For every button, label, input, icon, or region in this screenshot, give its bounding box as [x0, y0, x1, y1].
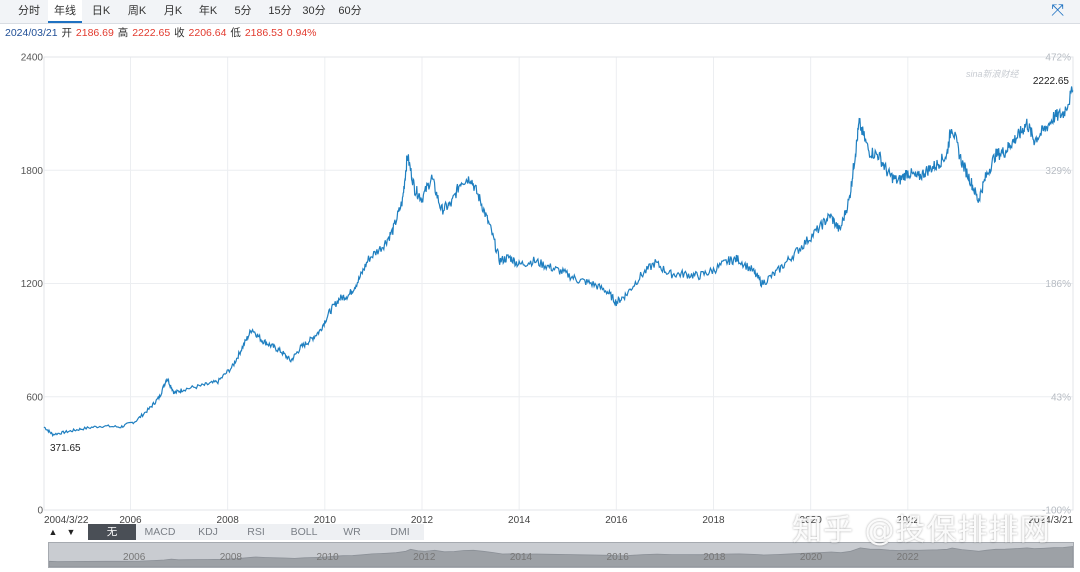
scroll-down-icon[interactable]: ▼ — [62, 524, 80, 540]
x-tick-label: 2008 — [217, 515, 240, 524]
x-start-label: 2004/3/22 — [44, 515, 89, 524]
scroll-up-icon[interactable]: ▲ — [44, 524, 62, 540]
percent-axis: -100% 43% 186% 329% 472% — [1042, 53, 1071, 517]
chart-grid — [43, 56, 1074, 511]
percent-tick-label: 43% — [1051, 392, 1071, 403]
low-label: 低 — [230, 27, 241, 39]
data-labels: 371.65 2222.65 — [50, 76, 1069, 454]
indicator-boll-button[interactable]: BOLL — [280, 524, 329, 540]
y-tick-label: 600 — [26, 392, 43, 403]
tab-60min[interactable]: 60分 — [338, 5, 362, 17]
open-label: 开 — [61, 27, 72, 39]
percent-tick-label: 472% — [1045, 53, 1071, 64]
series-group — [43, 86, 1074, 438]
low-value: 2186.53 — [244, 27, 283, 39]
x-end-label: 2024/3/21 — [1029, 515, 1074, 524]
percent-tick-label: 186% — [1045, 279, 1071, 290]
quote-info-bar: 2024/03/21 开 2186.69 高 2222.65 收 2206.64… — [0, 25, 318, 41]
period-tab-bar: 分时 年线 日K 周K 月K 年K 5分 15分 30分 60分 ⤧ — [0, 0, 1080, 24]
range-navigator[interactable] — [48, 542, 1074, 568]
indicator-none-button[interactable]: 无 — [88, 524, 137, 540]
expand-icon[interactable]: ⤧ — [1051, 2, 1064, 19]
close-label: 收 — [174, 27, 185, 39]
tab-nianxian[interactable]: 年线 — [48, 0, 82, 23]
x-tick-label: 2022 — [897, 515, 920, 524]
indicator-kdj-button[interactable]: KDJ — [184, 524, 233, 540]
x-tick-label: 2020 — [800, 515, 823, 524]
navigator-year-label: 2020 — [799, 552, 823, 563]
tab-daily-k[interactable]: 日K — [91, 5, 111, 17]
tab-weekly-k[interactable]: 周K — [127, 5, 147, 17]
indicator-macd-button[interactable]: MACD — [136, 524, 185, 540]
percent-tick-label: 329% — [1045, 166, 1071, 177]
quote-date: 2024/03/21 — [5, 27, 58, 39]
y-tick-label: 1200 — [21, 279, 44, 290]
navigator-line — [48, 546, 1074, 568]
min-value-label: 371.65 — [50, 443, 81, 454]
price-series-line — [43, 86, 1074, 438]
navigator-year-label: 2022 — [896, 552, 919, 563]
x-tick-label: 2012 — [411, 515, 434, 524]
tab-30min[interactable]: 30分 — [302, 5, 326, 17]
x-tick-label: 2006 — [119, 515, 142, 524]
navigator-year-label: 2012 — [413, 552, 436, 563]
tab-fenshi[interactable]: 分时 — [18, 5, 40, 17]
tab-yearly-k[interactable]: 年K — [198, 5, 218, 17]
high-label: 高 — [117, 27, 129, 39]
x-tick-label: 2018 — [702, 515, 725, 524]
indicator-dmi-button[interactable]: DMI — [376, 524, 425, 540]
x-tick-label: 2016 — [605, 515, 628, 524]
navigator-series — [48, 546, 1074, 568]
navigator-year-label: 2014 — [509, 552, 533, 563]
y-tick-label: 2400 — [21, 53, 44, 64]
plot-border — [43, 56, 1074, 511]
open-value: 2186.69 — [75, 27, 114, 39]
x-tick-label: 2014 — [508, 515, 531, 524]
navigator-year-label: 2016 — [606, 552, 629, 563]
max-value-label: 2222.65 — [1033, 76, 1070, 87]
sina-finance-logo: sina新浪财经 — [966, 69, 1019, 79]
tab-15min[interactable]: 15分 — [268, 5, 292, 17]
high-value: 2222.65 — [132, 27, 171, 39]
x-axis: 2006 2008 2010 2012 2014 2016 2018 2020 2022 2004… — [44, 515, 1073, 524]
navigator-year-label: 2006 — [123, 552, 146, 563]
change-value: 0.94% — [286, 27, 317, 39]
y-tick-label: 1800 — [21, 166, 44, 177]
percent-tick-label: -100% — [1042, 506, 1071, 517]
y-tick-label: 0 — [37, 506, 43, 517]
close-value: 2206.64 — [188, 27, 227, 39]
x-tick-label: 2010 — [314, 515, 337, 524]
navigator-year-label: 2010 — [316, 552, 339, 563]
tab-monthly-k[interactable]: 月K — [163, 5, 183, 17]
tab-5min[interactable]: 5分 — [234, 5, 252, 17]
price-chart[interactable]: 0 600 1200 1800 2400 -100% 43% 186% 329% 472% 20… — [0, 0, 1080, 524]
y-axis: 0 600 1200 1800 2400 — [21, 53, 44, 517]
indicator-wr-button[interactable]: WR — [328, 524, 377, 540]
navigator-year-label: 2008 — [219, 552, 242, 563]
watermark-text: 知乎 @投保排排网 — [792, 513, 1051, 548]
indicator-rsi-button[interactable]: RSI — [232, 524, 281, 540]
navigator-year-label: 2018 — [703, 552, 726, 563]
